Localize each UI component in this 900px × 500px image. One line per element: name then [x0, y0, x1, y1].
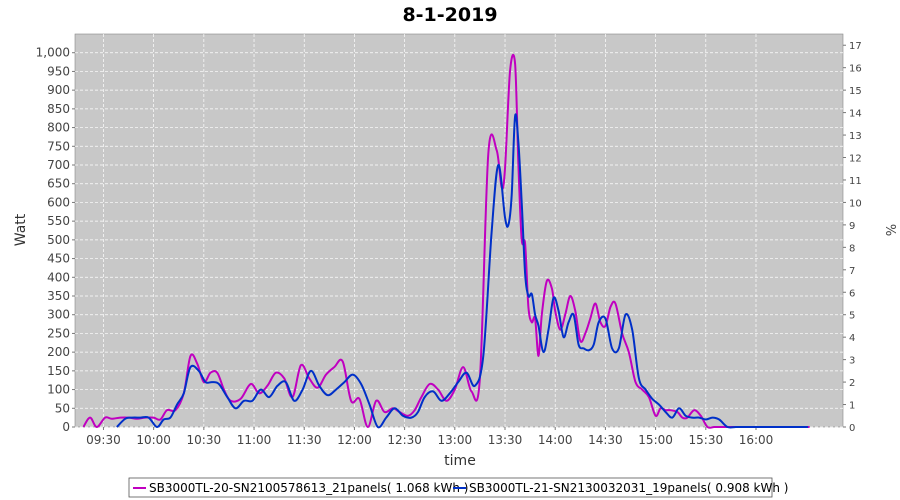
- legend-box: [128, 477, 773, 498]
- y-tick-label: 400: [47, 270, 70, 284]
- y2-tick-label: 15: [849, 86, 862, 97]
- legend-entry-2: SB3000TL-21-SN2130032031_19panels( 0.908…: [469, 481, 788, 495]
- x-tick-label: 12:30: [387, 433, 422, 447]
- x-axis-label: time: [444, 453, 476, 469]
- series-lines: [82, 53, 810, 429]
- series-line-2: [116, 113, 808, 429]
- y2-tick-label: 9: [849, 221, 855, 232]
- y-tick-label: 600: [47, 195, 70, 209]
- x-tick-label: 13:30: [488, 433, 523, 447]
- legend: SB3000TL-20-SN2100578613_21panels( 1.068…: [128, 477, 788, 498]
- y2-tick-label: 7: [849, 266, 855, 277]
- y2-tick-label: 8: [849, 243, 855, 254]
- x-axis: 09:30 10:00 10:30 11:00 11:30 12:00 12:30 13:00…: [86, 427, 773, 447]
- y-tick-label: 350: [47, 289, 70, 303]
- y-tick-label: 800: [47, 121, 70, 135]
- x-tick-label: 14:30: [588, 433, 623, 447]
- y2-tick-label: 3: [849, 356, 855, 367]
- x-tick-label: 09:30: [86, 433, 121, 447]
- y-axis-label: Watt: [13, 213, 29, 246]
- y2-tick-label: 13: [849, 131, 862, 142]
- y2-tick-label: 6: [849, 288, 855, 299]
- y-tick-label: 100: [47, 383, 70, 397]
- y-tick-label: 750: [47, 139, 70, 153]
- left-y-axis: 0 50 100 150 200 250 300 350 400 450 500 550 600 650 7…: [36, 46, 75, 434]
- y-tick-label: 0: [62, 420, 70, 434]
- legend-entry-1: SB3000TL-20-SN2100578613_21panels( 1.068…: [149, 481, 468, 495]
- x-tick-label: 14:00: [538, 433, 573, 447]
- y-tick-label: 150: [47, 364, 70, 378]
- x-tick-label: 15:30: [689, 433, 724, 447]
- y-tick-label: 500: [47, 233, 70, 247]
- grid-lines: [75, 34, 843, 428]
- y2-tick-label: 17: [849, 41, 862, 52]
- y-tick-label: 550: [47, 214, 70, 228]
- x-tick-label: 10:30: [187, 433, 222, 447]
- x-tick-label: 16:00: [739, 433, 774, 447]
- y2-tick-label: 5: [849, 311, 855, 322]
- x-tick-label: 13:00: [438, 433, 473, 447]
- y-tick-label: 850: [47, 102, 70, 116]
- y2-tick-label: 2: [849, 378, 855, 389]
- y2-tick-label: 14: [849, 109, 862, 120]
- y2-tick-label: 4: [849, 333, 855, 344]
- y2-tick-label: 16: [849, 64, 862, 75]
- y2-tick-label: 10: [849, 198, 862, 209]
- chart-title: 8-1-2019: [402, 4, 497, 26]
- y2-tick-label: 1: [849, 401, 855, 412]
- y-tick-label: 700: [47, 158, 70, 172]
- y2-axis-label: %: [882, 224, 897, 236]
- x-tick-label: 11:00: [237, 433, 272, 447]
- y2-tick-label: 11: [849, 176, 862, 187]
- y-tick-label: 50: [55, 401, 70, 415]
- x-tick-label: 10:00: [136, 433, 171, 447]
- y-tick-label: 950: [47, 64, 70, 78]
- x-tick-label: 11:30: [287, 433, 322, 447]
- plot-area: [74, 33, 844, 428]
- y-tick-label: 450: [47, 252, 70, 266]
- x-tick-label: 12:00: [337, 433, 372, 447]
- x-tick-label: 15:00: [638, 433, 673, 447]
- y-tick-label: 900: [47, 83, 70, 97]
- y-tick-label: 200: [47, 345, 70, 359]
- y-tick-label: 300: [47, 308, 70, 322]
- y-tick-label: 650: [47, 177, 70, 191]
- y2-tick-label: 0: [849, 423, 855, 434]
- y2-tick-label: 12: [849, 154, 862, 165]
- y-tick-label: 1,000: [36, 46, 70, 60]
- y-tick-label: 250: [47, 326, 70, 340]
